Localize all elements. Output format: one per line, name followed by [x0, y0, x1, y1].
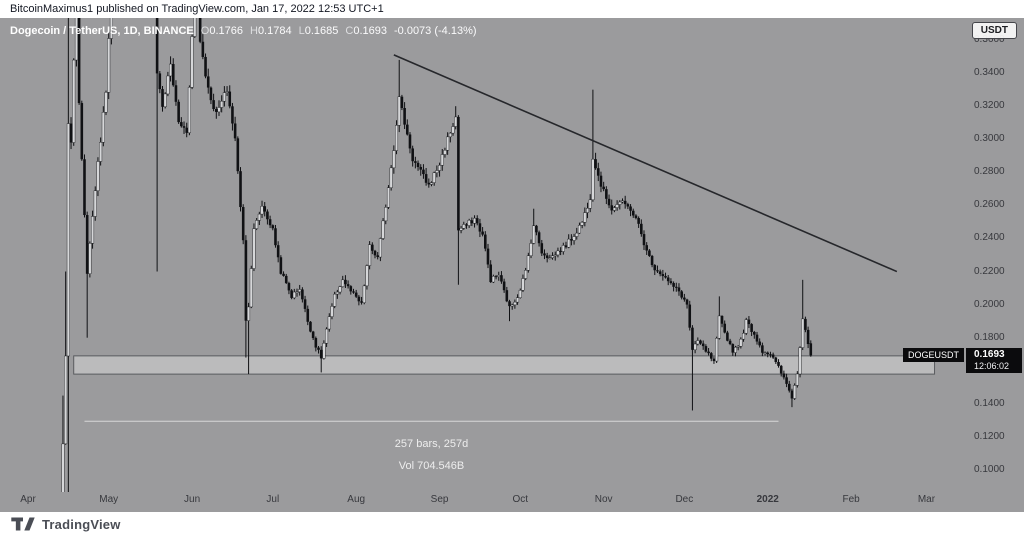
chart-legend: Dogecoin / TetherUS, 1D, BINANCE O0.1766 H…: [10, 25, 477, 37]
time-tick-label: Nov: [594, 494, 613, 505]
time-tick-label: Aug: [347, 494, 366, 505]
currency-toggle-button[interactable]: USDT: [971, 22, 1017, 39]
measure-annotation: 257 bars, 257d Vol 704.546B: [352, 433, 512, 477]
time-tick-label: Jul: [266, 494, 280, 505]
time-tick-label: May: [99, 494, 119, 505]
ohlc-change-value: -0.0073 (-4.13%): [393, 25, 477, 37]
support-zone-drawing[interactable]: [73, 355, 936, 375]
price-tick-label: 0.1400: [974, 397, 1005, 409]
ohlc-high-label: H: [249, 25, 258, 37]
trendline-drawing[interactable]: [393, 54, 898, 273]
time-tick-label: Sep: [430, 494, 449, 505]
price-tick-label: 0.1200: [974, 430, 1005, 442]
ohlc-close-value: 0.1693: [353, 25, 387, 37]
ohlc-open-value: 0.1766: [209, 25, 243, 37]
bar-countdown: 12:06:02: [974, 361, 1010, 372]
measure-bars-text: 257 bars, 257d: [394, 438, 469, 451]
ohlc-low-label: L: [298, 25, 305, 37]
ohlc-close-label: C: [345, 25, 354, 37]
time-tick-label: Mar: [917, 494, 936, 505]
price-tick-label: 0.1800: [974, 331, 1005, 343]
last-price-badge: 0.1693 12:06:02: [966, 348, 1022, 374]
measure-volume-text: Vol 704.546B: [398, 460, 465, 473]
price-tick-label: 0.2000: [974, 298, 1005, 310]
price-tick-label: 0.2800: [974, 166, 1005, 178]
time-tick-label: Apr: [20, 494, 36, 505]
price-axis[interactable]: 0.3600 0.3400 0.3200 0.3000 0.2800 0.2600 0.24…: [966, 18, 1024, 490]
ohlc-high-value: 0.1784: [257, 25, 292, 37]
time-tick-label: Jun: [184, 494, 201, 505]
time-tick-label: Feb: [842, 494, 860, 505]
ohlc-open-label: O: [200, 25, 210, 37]
time-axis[interactable]: Apr May Jun Jul Aug Sep Oct Nov Dec 2022 Feb Mar: [0, 492, 966, 512]
candles-series: [61, 18, 813, 492]
last-price-symbol-tag: DOGEUSDT: [903, 348, 965, 363]
price-tick-label: 0.3000: [974, 133, 1005, 145]
candlestick-chart[interactable]: [0, 18, 1024, 512]
ohlc-low-value: 0.1685: [304, 25, 339, 37]
time-tick-label: Oct: [512, 494, 529, 505]
tradingview-logo-icon[interactable]: [10, 516, 36, 532]
symbol-title[interactable]: Dogecoin / TetherUS, 1D, BINANCE: [10, 25, 194, 37]
footer: TradingView: [0, 512, 1024, 536]
chart-area[interactable]: Dogecoin / TetherUS, 1D, BINANCE O0.1766 H…: [0, 18, 1024, 512]
time-tick-label: 2022: [756, 494, 779, 505]
tradingview-brand-link[interactable]: TradingView: [42, 516, 121, 532]
price-tick-label: 0.3400: [974, 67, 1005, 79]
publish-byline: BitcoinMaximus1 published on TradingView…: [0, 0, 1024, 18]
price-tick-label: 0.2600: [974, 199, 1005, 211]
price-tick-label: 0.2200: [974, 265, 1005, 277]
price-tick-label: 0.3600: [974, 34, 1005, 46]
price-tick-label: 0.3200: [974, 100, 1005, 112]
last-price-value: 0.1693: [974, 349, 1005, 361]
time-tick-label: Dec: [675, 494, 694, 505]
price-tick-label: 0.2400: [974, 232, 1005, 244]
price-tick-label: 0.1000: [974, 464, 1005, 475]
